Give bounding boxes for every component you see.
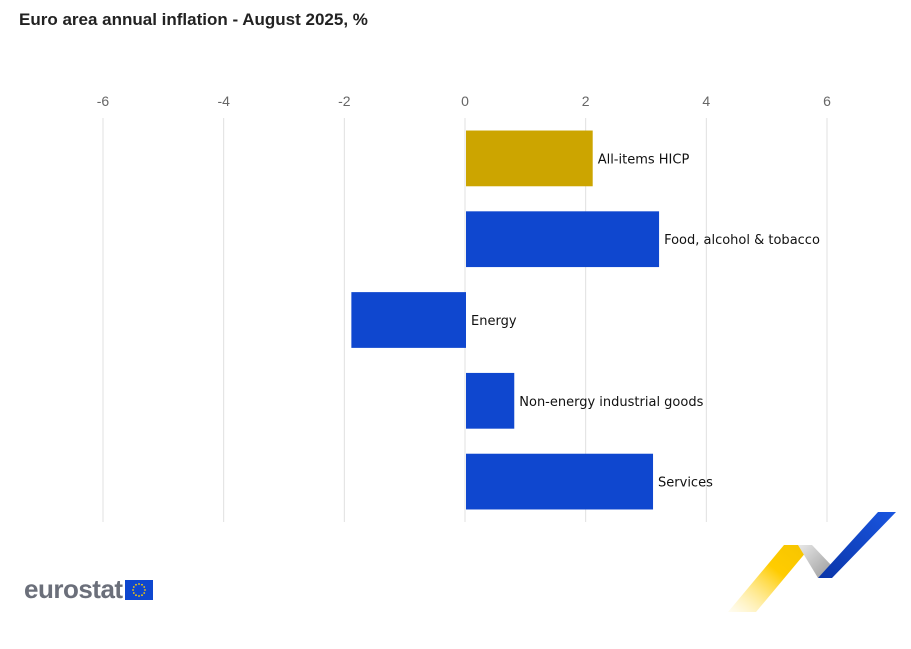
eurostat-logo-text: eurostat — [24, 574, 123, 604]
x-tick-label: 6 — [823, 93, 831, 109]
x-tick-label: -4 — [217, 93, 230, 109]
x-tick-label: 0 — [461, 93, 469, 109]
eu-flag-icon — [124, 579, 153, 600]
bar-label: Non-energy industrial goods — [519, 395, 703, 410]
x-tick-label: 4 — [702, 93, 710, 109]
bar-label: All-items HICP — [598, 152, 690, 167]
chart-title: Euro area annual inflation - August 2025… — [19, 10, 368, 29]
bar-all-items-hicp[interactable] — [466, 130, 593, 187]
eu-flag-star — [137, 582, 140, 585]
bar-food-alcohol-tobacco[interactable] — [466, 211, 660, 268]
eu-flag-star — [140, 583, 143, 586]
eurostat-ribbon-graphic — [728, 512, 896, 612]
eu-flag-star — [132, 591, 135, 594]
eu-flag-star — [143, 588, 146, 591]
eu-flag-star — [137, 594, 140, 597]
bar-label: Food, alcohol & tobacco — [664, 233, 820, 248]
eu-flag-star — [131, 588, 134, 591]
eu-flag-star — [142, 585, 145, 588]
bar-label: Energy — [471, 314, 517, 329]
bar-energy[interactable] — [351, 292, 466, 348]
eu-flag-star — [134, 583, 137, 586]
eu-flag-star — [142, 591, 145, 594]
x-tick-label: -6 — [97, 93, 110, 109]
x-tick-label: 2 — [582, 93, 590, 109]
eu-flag-star — [132, 585, 135, 588]
x-tick-label: -2 — [338, 93, 351, 109]
bar-label: Services — [658, 476, 713, 491]
eu-flag-star — [140, 593, 143, 596]
bar-services[interactable] — [466, 453, 654, 510]
eurostat-logo: eurostat — [24, 574, 153, 605]
bar-non-energy-industrial-goods[interactable] — [466, 372, 515, 429]
eu-flag-star — [134, 593, 137, 596]
